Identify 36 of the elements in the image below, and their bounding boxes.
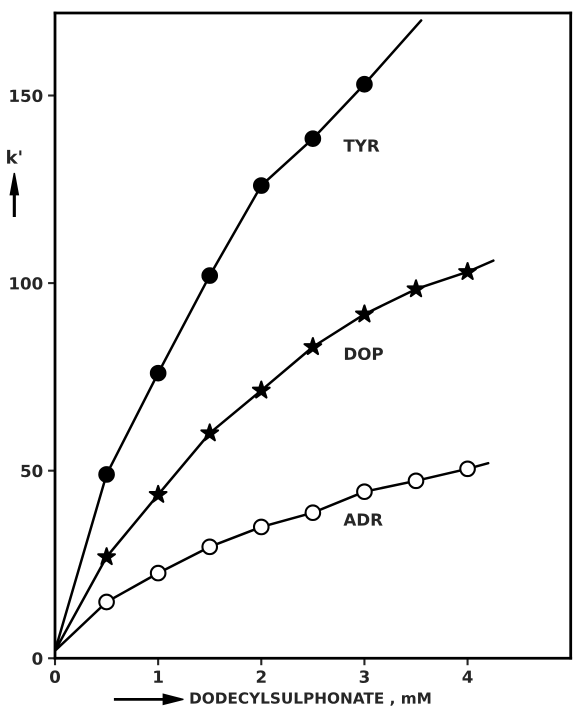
point [356,76,373,93]
point [408,472,424,490]
y-tick-label: 0 [32,652,42,665]
y-tick-label: 100 [10,277,42,290]
x-tick-label: 0 [50,670,60,683]
point [304,504,322,522]
point [148,484,168,503]
y-axis-title: k' [7,150,22,164]
x-tick-label: 3 [360,670,369,683]
point [303,337,322,356]
point [98,466,115,483]
y-tick-label: 50 [21,464,42,478]
point [458,262,477,280]
point [252,177,270,194]
point [97,547,116,566]
point [201,538,218,556]
series-label: DOP [344,347,383,360]
point [406,279,426,298]
x-axis-title: DODECYLSULPHONATE , mM [190,692,430,706]
series-label: TYR [343,139,380,152]
point [356,483,373,500]
point [304,130,322,147]
point [355,304,374,322]
x-tick-label: 1 [154,670,163,683]
point [201,267,218,284]
point [200,423,220,442]
series-label: ADR [343,513,383,526]
point [459,460,476,478]
x-tick-label: 4 [462,670,473,683]
x-tick-label: 2 [256,670,266,683]
point [150,564,166,582]
y-tick-label: 150 [10,89,42,102]
point [98,594,115,610]
point [252,518,270,536]
point [150,364,166,382]
point [252,380,271,399]
